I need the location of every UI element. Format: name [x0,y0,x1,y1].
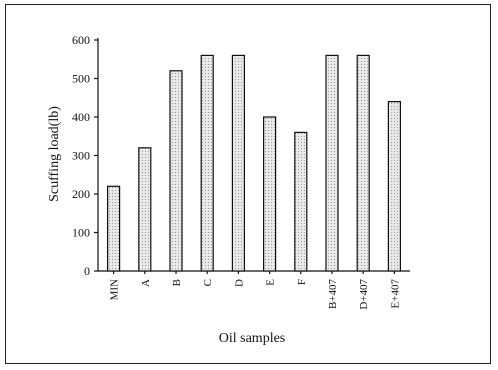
y-axis-label: Scuffing load(lb) [47,106,62,202]
bar-d [231,54,245,272]
bar-e-407 [387,100,401,272]
bar-f [294,131,308,272]
y-tick-label: 100 [72,226,90,240]
bar-c [200,54,214,272]
bar-b [169,70,183,272]
bar-d-407 [356,54,370,272]
x-tick-label: D [233,279,245,287]
x-tick-label: D+407 [358,279,370,310]
y-tick-label: 200 [72,187,90,201]
bar-min [106,185,121,272]
bar-b-407 [325,54,339,272]
figure-frame [5,4,491,364]
x-tick-label: C [202,279,214,286]
bar-e [263,116,277,272]
x-tick-label: E [265,279,277,286]
x-tick-label: F [296,279,308,285]
x-tick-label: A [140,279,152,287]
y-tick-label: 600 [72,33,90,47]
x-tick-label: MIN [109,279,121,300]
x-tick-label: E+407 [389,279,401,309]
y-tick-label: 500 [72,72,90,86]
x-axis-label: Oil samples [219,331,286,346]
y-tick-label: 400 [72,110,90,124]
x-tick-label: B+407 [327,279,339,310]
x-tick-label: B [171,279,183,286]
y-tick-label: 300 [72,149,90,163]
x-tick-labels: MIN A B C D E F B+407 D+407 E+407 [109,279,402,310]
bars [106,54,401,272]
y-tick-label: 0 [84,264,90,278]
y-tick-labels: 0 100 200 300 400 500 600 [72,33,90,278]
bar-a [138,147,152,272]
